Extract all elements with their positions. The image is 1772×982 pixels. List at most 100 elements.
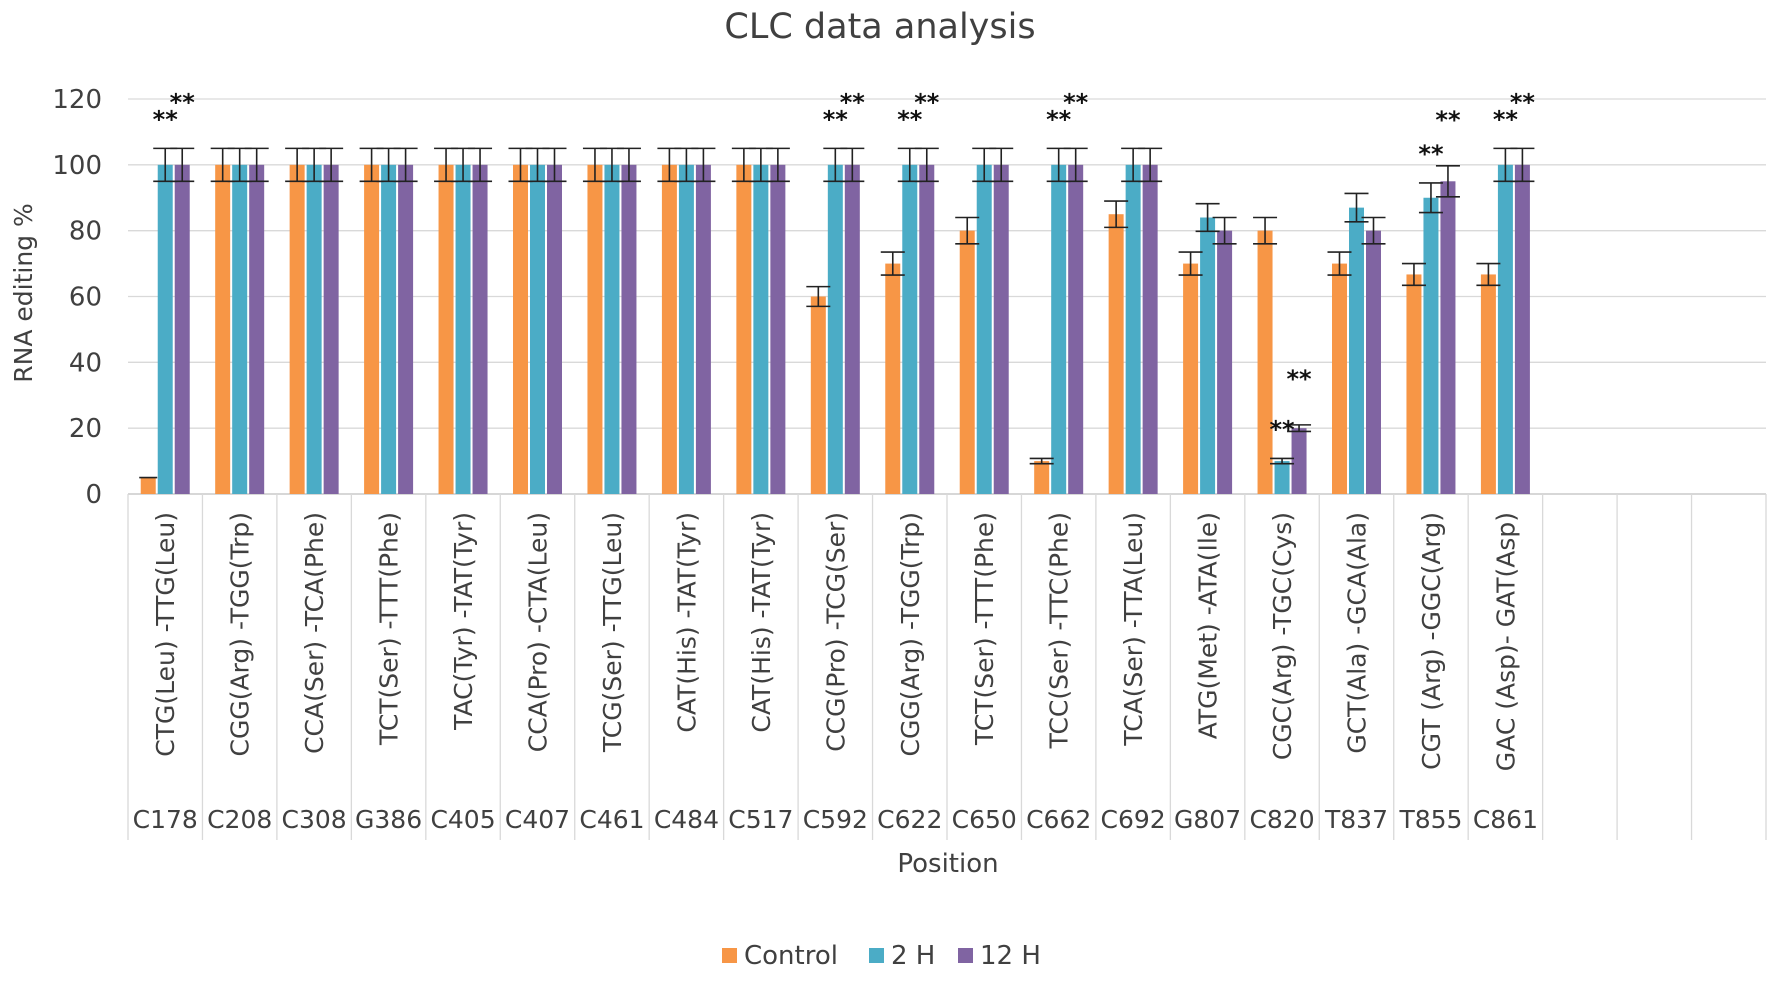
y-tick-label: 0 <box>85 480 102 510</box>
bar <box>1257 230 1273 494</box>
x-tick-codon-label: TCG(Ser) -TTG(Leu) <box>598 512 627 753</box>
x-tick-codon-label: GAC (Asp)- GAT(Asp) <box>1491 512 1520 771</box>
bar <box>289 164 305 495</box>
x-tick-position-label: G807 <box>1174 805 1241 834</box>
significance-markers: ************************ **** <box>153 88 1536 443</box>
error-bars <box>139 147 1535 479</box>
x-tick-codon-label: CGT (Arg) -GGC(Arg) <box>1417 512 1446 770</box>
y-tick-label: 20 <box>69 414 102 444</box>
bar <box>157 164 173 495</box>
significance-marker: ** <box>1269 415 1295 443</box>
x-tick-codon-label: CAT(His) -TAT(Tyr) <box>672 512 701 733</box>
x-tick-codon-label: TCC(Ser) -TTC(Phe) <box>1045 512 1074 749</box>
bar <box>976 164 992 495</box>
category-axis-lines <box>127 494 1767 840</box>
bar <box>323 164 339 495</box>
bar <box>902 164 918 495</box>
bar <box>1200 217 1216 494</box>
bar <box>1183 263 1199 494</box>
y-tick-label: 120 <box>52 85 102 115</box>
bar <box>1108 214 1124 495</box>
x-tick-position-label: C861 <box>1473 805 1538 834</box>
significance-marker: ** <box>840 88 866 116</box>
x-tick-position-label: C622 <box>877 805 942 834</box>
x-tick-position-label: T837 <box>1324 805 1388 834</box>
bar <box>810 296 826 494</box>
bar <box>513 164 528 495</box>
x-tick-position-label: C208 <box>207 805 272 834</box>
legend-label: 2 H <box>891 941 935 971</box>
x-tick-position-label: C484 <box>654 805 719 834</box>
bar <box>140 477 156 494</box>
x-tick-position-label: G386 <box>355 805 422 834</box>
bar <box>770 164 786 495</box>
bar <box>1440 181 1456 494</box>
significance-marker: ** <box>1063 88 1089 116</box>
significance-marker: ** <box>897 105 923 133</box>
x-tick-position-label: C650 <box>952 805 1017 834</box>
bar <box>1423 197 1439 494</box>
legend-swatch <box>958 948 973 963</box>
significance-marker: ** <box>1435 106 1461 134</box>
x-axis-label: Position <box>897 849 998 879</box>
x-tick-codon-label: GCT(Ala) -GCA(Ala) <box>1343 512 1372 754</box>
bar <box>1125 164 1141 495</box>
bar <box>398 164 414 495</box>
x-tick-codon-label: TCT(Ser) -TTT(Phe) <box>970 512 999 746</box>
bar <box>919 164 935 495</box>
bar <box>381 164 397 495</box>
bar <box>604 164 620 495</box>
significance-marker: ** <box>170 88 196 116</box>
x-tick-position-label: C461 <box>579 805 644 834</box>
significance-marker: ** <box>1510 88 1536 116</box>
bar <box>174 164 190 495</box>
bar <box>885 263 901 494</box>
x-tick-position-label: T855 <box>1398 805 1462 834</box>
bar <box>530 164 545 495</box>
significance-marker: ** <box>1046 105 1072 133</box>
significance-marker: ** <box>914 88 940 116</box>
y-tick-label: 60 <box>69 283 102 313</box>
bar <box>587 164 603 495</box>
bar <box>1051 164 1067 495</box>
x-tick-position-label: C405 <box>430 805 495 834</box>
x-tick-position-label: C692 <box>1101 805 1166 834</box>
bar <box>455 164 471 495</box>
bar <box>1349 207 1364 494</box>
bar <box>753 164 769 495</box>
x-tick-codon-label: CGC(Arg) -TGC(Cys) <box>1268 512 1297 760</box>
bar <box>661 164 677 495</box>
x-tick-codon-label: CCG(Pro) -TCG(Ser) <box>821 512 850 752</box>
y-tick-label: 40 <box>69 348 102 378</box>
x-tick-codon-label: CTG(Leu) -TTG(Leu) <box>151 512 180 757</box>
x-tick-position-label: C308 <box>282 805 347 834</box>
bar <box>1068 164 1084 495</box>
bar <box>1406 274 1422 494</box>
bar <box>547 164 562 495</box>
bar <box>1514 164 1530 495</box>
x-tick-codon-label: TAC(Tyr) -TAT(Tyr) <box>449 512 478 731</box>
bar <box>993 164 1009 495</box>
bar <box>1034 461 1050 494</box>
legend-label: Control <box>744 941 838 971</box>
x-tick-codon-label: CGG(Arg) -TGG(Trp) <box>226 512 255 756</box>
bar <box>959 230 975 494</box>
x-tick-codon-label: CAT(His) -TAT(Tyr) <box>747 512 776 733</box>
x-tick-codon-label: CCA(Pro) -CTA(Leu) <box>524 512 553 752</box>
bar <box>695 164 711 495</box>
y-axis-label: RNA editing % <box>9 203 38 382</box>
bar <box>1142 164 1158 495</box>
legend: Control 2 H 12 H <box>722 941 1041 971</box>
x-tick-position-label: C178 <box>133 805 198 834</box>
bar <box>1291 428 1307 494</box>
x-tick-position-label: C662 <box>1026 805 1091 834</box>
bar <box>1274 461 1290 494</box>
bar <box>827 164 843 495</box>
bar <box>736 164 752 495</box>
x-axis-category-labels: CTG(Leu) -TTG(Leu) C178 CGG(Arg) -TGG(Trp)… <box>133 512 1538 834</box>
bar <box>215 164 231 495</box>
y-axis-ticks: 0 20 40 60 80 100 120 <box>52 85 102 510</box>
bar <box>232 164 248 495</box>
bar <box>1332 263 1347 494</box>
